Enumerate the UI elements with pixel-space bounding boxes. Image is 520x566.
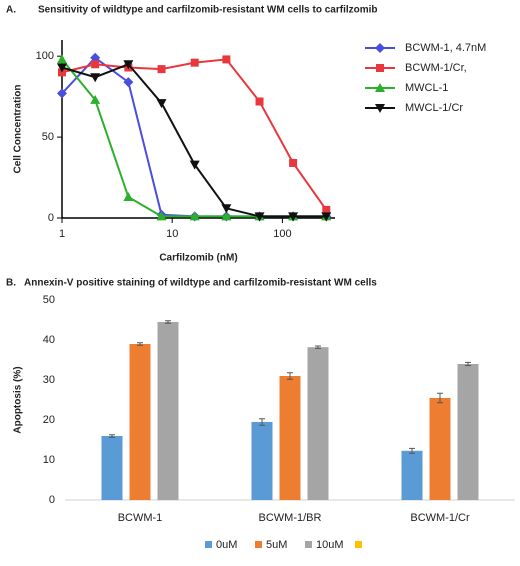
marker: [255, 97, 264, 106]
marker: [123, 191, 134, 201]
marker: [221, 204, 232, 214]
y-tick-label: 30: [43, 374, 55, 386]
legend-label: MWCL-1: [405, 82, 448, 94]
error-bar: [287, 372, 293, 380]
legend-swatch: [305, 541, 312, 548]
bar: [157, 322, 179, 500]
error-bar: [259, 418, 265, 426]
series-line: [61, 58, 328, 211]
bar: [101, 436, 123, 500]
y-tick-label: 0: [48, 212, 54, 224]
marker: [156, 211, 167, 221]
y-tick-label: 10: [43, 454, 55, 466]
error-bar: [165, 320, 171, 324]
chart-title: Annexin-V positive staining of wildtype …: [24, 278, 377, 289]
series-line: [61, 56, 327, 218]
marker: [90, 73, 101, 83]
x-tick-label: BCWM-1/Cr: [410, 512, 470, 524]
marker: [221, 211, 232, 221]
series-line: [61, 58, 327, 218]
panel-label: B.: [6, 278, 16, 289]
legend-swatch: [205, 541, 212, 548]
error-bar: [437, 392, 443, 404]
marker: [190, 58, 199, 67]
marker: [321, 212, 332, 222]
legend-label: MWCL-1/Cr: [405, 102, 463, 114]
marker: [222, 55, 231, 64]
legend-label: 0uM: [216, 539, 237, 551]
marker: [375, 83, 385, 92]
legend-label: BCWM-1, 4.7nM: [405, 42, 486, 54]
marker: [189, 211, 200, 221]
bar: [401, 450, 423, 500]
y-tick-label: 0: [49, 494, 55, 506]
marker: [254, 212, 265, 222]
legend-label: 10uM: [316, 539, 344, 551]
marker: [375, 43, 385, 53]
y-tick-label: 50: [42, 131, 54, 143]
marker: [322, 205, 331, 214]
marker: [91, 60, 100, 69]
bar: [307, 347, 329, 500]
error-bar: [315, 345, 321, 349]
y-axis-label: Apoptosis (%): [13, 366, 24, 433]
bar: [279, 376, 301, 500]
marker: [57, 88, 67, 99]
x-tick-label: 100: [273, 228, 291, 240]
legend-swatch: [355, 541, 362, 548]
marker: [156, 99, 167, 109]
marker: [123, 60, 134, 70]
bar: [129, 344, 151, 500]
error-bar: [109, 434, 115, 438]
panel-label: A.: [6, 5, 16, 16]
marker: [289, 158, 298, 167]
marker: [157, 65, 166, 74]
legend-label: BCWM-1/Cr,: [405, 62, 467, 74]
chart-title: Sensitivity of wildtype and carfilzomib-…: [38, 5, 378, 16]
bar: [251, 422, 273, 500]
marker: [57, 54, 67, 64]
bar: [457, 364, 479, 500]
legend-swatch: [255, 541, 262, 548]
marker: [288, 212, 299, 222]
error-bar: [137, 342, 143, 346]
marker: [57, 63, 67, 73]
x-tick-label: BCWM-1/BR: [259, 512, 322, 524]
error-bar: [409, 447, 415, 454]
y-tick-label: 20: [43, 414, 55, 426]
legend-label: 5uM: [266, 539, 287, 551]
x-tick-label: BCWM-1: [118, 512, 163, 524]
marker: [375, 104, 385, 113]
x-axis-label: Carfilzomib (nM): [159, 253, 237, 264]
x-tick-label: 10: [166, 228, 178, 240]
x-tick-label: 1: [59, 228, 65, 240]
y-axis-label: Cell Concentration: [13, 85, 24, 174]
y-tick-label: 50: [43, 294, 55, 306]
marker: [123, 77, 134, 88]
error-bar: [465, 361, 471, 367]
series-line: [61, 63, 327, 218]
marker: [189, 160, 200, 170]
marker: [90, 94, 101, 104]
marker: [376, 64, 384, 72]
y-tick-label: 40: [43, 334, 55, 346]
y-tick-label: 100: [36, 50, 54, 62]
bar: [429, 398, 451, 500]
